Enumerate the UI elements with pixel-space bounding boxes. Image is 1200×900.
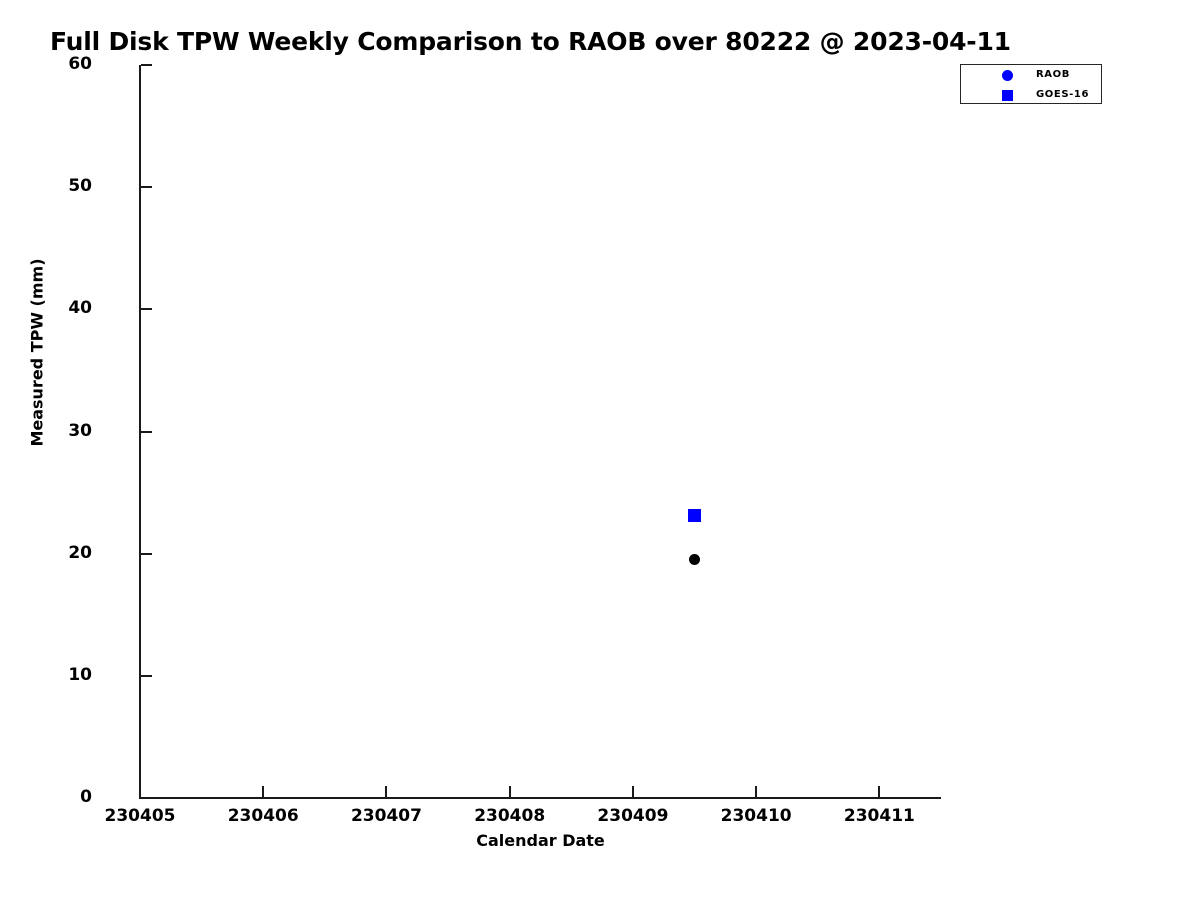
legend-marker-circle-icon (997, 65, 1017, 85)
y-tick-label: 60 (68, 54, 92, 74)
y-axis-line (139, 65, 141, 799)
y-tick-label: 50 (68, 176, 92, 197)
y-tick-label: 20 (68, 542, 92, 563)
y-tick-mark (141, 186, 152, 189)
x-tick-mark (139, 786, 141, 797)
x-tick-label: 230407 (350, 806, 422, 826)
legend-item-raob: RAOB (961, 65, 1103, 85)
y-tick-mark (141, 552, 152, 555)
x-tick-label: 230411 (843, 806, 915, 826)
x-tick-label: 230410 (720, 806, 792, 826)
chart-title: Full Disk TPW Weekly Comparison to RAOB … (50, 27, 1011, 56)
y-axis-label: Measured TPW (mm) (27, 258, 47, 447)
x-tick-label: 230408 (474, 806, 546, 826)
x-tick-mark (878, 786, 881, 797)
data-point-goes-16 (688, 509, 702, 523)
y-tick-mark (141, 430, 152, 433)
y-tick-mark (141, 674, 152, 677)
data-point-raob (689, 554, 701, 566)
x-axis-line (139, 797, 941, 799)
legend-swatch (1001, 89, 1013, 101)
x-tick-label: 230406 (227, 806, 299, 826)
x-tick-label: 230409 (597, 806, 669, 826)
plot-area (140, 65, 941, 798)
legend-label: RAOB (1036, 69, 1070, 80)
x-tick-label: 230405 (104, 806, 176, 826)
x-tick-mark (385, 786, 388, 797)
legend-item-goes-16: GOES-16 (961, 85, 1103, 105)
y-tick-label: 0 (80, 787, 92, 807)
legend-label: GOES-16 (1036, 89, 1090, 100)
x-tick-mark (631, 786, 634, 797)
x-tick-mark (755, 786, 758, 797)
y-tick-mark (141, 308, 152, 311)
legend-swatch (1001, 69, 1013, 81)
y-tick-label: 40 (68, 298, 92, 319)
y-tick-label: 10 (68, 664, 92, 685)
y-tick-label: 30 (68, 420, 92, 441)
chart-legend: RAOB GOES-16 (960, 64, 1102, 104)
x-tick-mark (262, 786, 265, 797)
y-tick-mark (141, 64, 152, 66)
y-tick-mark (141, 797, 152, 799)
x-tick-mark (508, 786, 511, 797)
x-axis-label: Calendar Date (476, 831, 605, 850)
legend-marker-square-icon (997, 85, 1017, 105)
